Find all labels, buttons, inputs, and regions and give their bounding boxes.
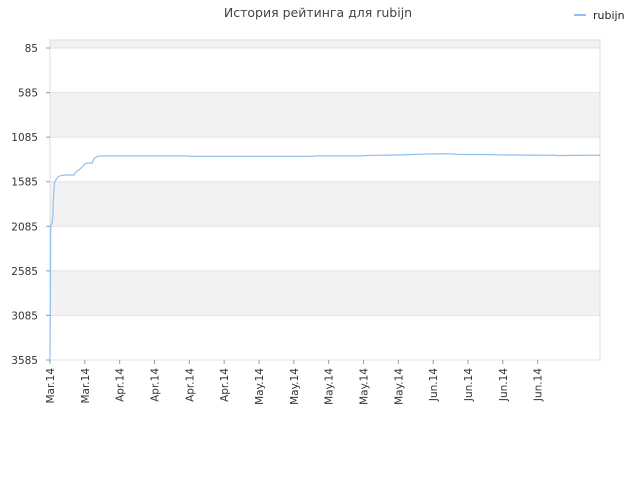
x-tick-label: Mar.14 — [80, 368, 92, 404]
plot-band — [50, 137, 600, 182]
plot-band — [50, 226, 600, 271]
y-tick-label: 1585 — [11, 177, 38, 189]
x-axis-ticks: Mar.14 Mar.14 Apr.14 Apr.14 Apr.14 Apr.14 May.… — [45, 360, 545, 405]
grid-lines — [50, 47, 600, 361]
series-group — [49, 153, 600, 361]
x-tick-label: May.14 — [393, 368, 405, 405]
plot-band — [50, 181, 600, 227]
y-tick-label: 3085 — [11, 310, 38, 322]
x-tick-label: May.14 — [359, 368, 371, 405]
x-tick-label: Mar.14 — [45, 368, 57, 404]
plot-band — [50, 92, 600, 138]
chart-title: История рейтинга для rubijn — [224, 5, 412, 20]
y-axis-ticks: 85 585 1085 1585 2085 2585 3085 3585 — [11, 43, 50, 367]
y-tick-label: 3585 — [11, 355, 38, 367]
x-tick-label: Apr.14 — [219, 368, 231, 402]
x-tick-label: May.14 — [289, 368, 301, 405]
x-tick-label: Apr.14 — [150, 368, 162, 402]
x-tick-label: May.14 — [254, 368, 266, 405]
y-tick-label: 2585 — [11, 266, 38, 278]
x-tick-label: Apr.14 — [115, 368, 127, 402]
x-tick-label: Jun.14 — [463, 368, 475, 402]
y-tick-label: 85 — [25, 43, 38, 55]
x-tick-label: Jun.14 — [428, 368, 440, 402]
x-tick-label: May.14 — [324, 368, 336, 405]
y-tick-label: 1085 — [11, 132, 38, 144]
plot-band — [50, 48, 600, 93]
legend-label: rubijn — [593, 9, 625, 22]
plot-band — [50, 270, 600, 316]
x-tick-label: Jun.14 — [498, 368, 510, 402]
y-tick-label: 585 — [18, 88, 38, 100]
x-tick-label: Jun.14 — [533, 368, 545, 402]
plot-bands — [49, 39, 601, 361]
series-line-rubijn — [49, 153, 600, 361]
y-tick-label: 2085 — [11, 221, 38, 233]
plot-band-top — [50, 40, 600, 48]
legend: rubijn — [574, 9, 625, 22]
plot-band — [50, 315, 600, 360]
x-tick-label: Apr.14 — [184, 368, 196, 402]
